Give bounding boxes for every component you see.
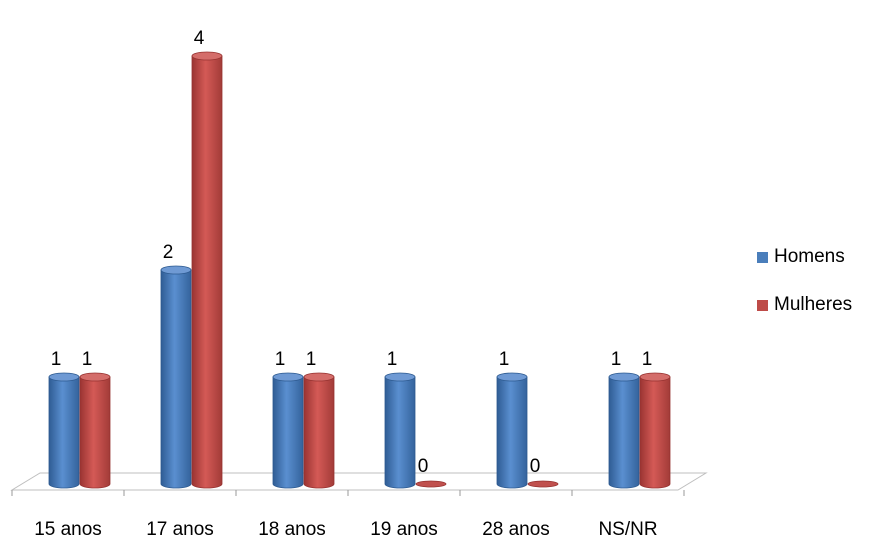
bar bbox=[496, 376, 528, 489]
bar-top bbox=[79, 372, 111, 382]
bar-top bbox=[608, 372, 640, 382]
bar-zero bbox=[527, 480, 559, 488]
data-label: 1 bbox=[51, 349, 62, 370]
data-label: 1 bbox=[611, 349, 622, 370]
bar-top bbox=[48, 372, 80, 382]
bar bbox=[160, 269, 192, 489]
legend-label-mulheres: Mulheres bbox=[774, 294, 853, 315]
x-tick-label: NS/NR bbox=[598, 519, 657, 539]
data-label: 1 bbox=[306, 349, 317, 370]
data-label: 4 bbox=[194, 28, 205, 49]
x-tick-label: 18 anos bbox=[258, 519, 326, 539]
data-label: 1 bbox=[387, 349, 398, 370]
bar bbox=[639, 376, 671, 489]
bar bbox=[48, 376, 80, 489]
bar-top bbox=[160, 265, 192, 275]
bar bbox=[272, 376, 304, 489]
data-label: 0 bbox=[530, 456, 541, 477]
floor-plane bbox=[10, 472, 708, 491]
bar bbox=[191, 55, 223, 489]
x-tick-label: 19 anos bbox=[370, 519, 438, 539]
data-label: 0 bbox=[418, 456, 429, 477]
legend-swatch-mulheres bbox=[757, 299, 768, 311]
legend: Homens Mulheres bbox=[757, 244, 852, 340]
x-tick-label: 15 anos bbox=[34, 519, 102, 539]
bar-top bbox=[303, 372, 335, 382]
data-label: 1 bbox=[82, 349, 93, 370]
x-tick-label: 28 anos bbox=[482, 519, 550, 539]
bar bbox=[384, 376, 416, 489]
chart-floor bbox=[10, 472, 708, 496]
bar-top bbox=[496, 372, 528, 382]
bar bbox=[79, 376, 111, 489]
bar-top bbox=[272, 372, 304, 382]
legend-label-homens: Homens bbox=[774, 246, 845, 267]
bar bbox=[608, 376, 640, 489]
bar-zero bbox=[415, 480, 447, 488]
data-label: 1 bbox=[499, 349, 510, 370]
legend-item-homens: Homens bbox=[757, 244, 852, 270]
data-label: 1 bbox=[275, 349, 286, 370]
data-label: 1 bbox=[642, 349, 653, 370]
bar-top bbox=[384, 372, 416, 382]
bar bbox=[303, 376, 335, 489]
bar-top bbox=[639, 372, 671, 382]
x-tick-label: 17 anos bbox=[146, 519, 214, 539]
legend-swatch-homens bbox=[757, 251, 768, 263]
data-label: 2 bbox=[163, 242, 174, 263]
bars-group bbox=[48, 51, 671, 489]
bar-top bbox=[191, 51, 223, 61]
legend-item-mulheres: Mulheres bbox=[757, 292, 852, 318]
